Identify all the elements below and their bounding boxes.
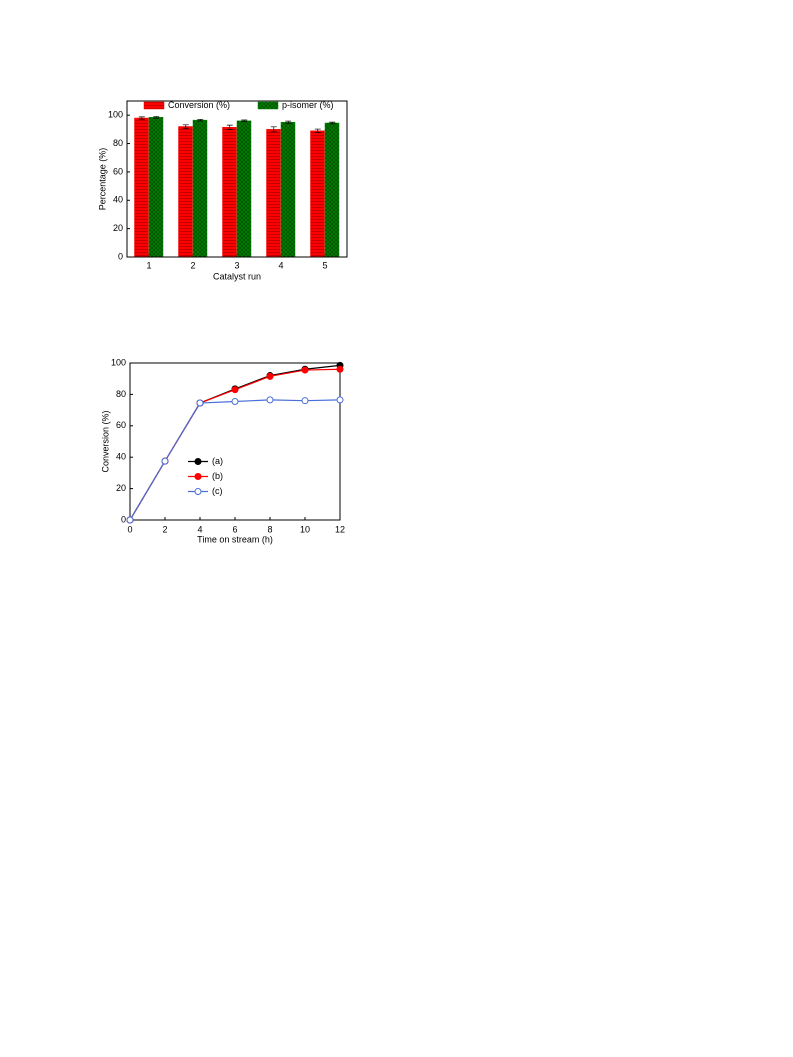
bar — [236, 120, 252, 258]
x-tick-label: 2 — [162, 524, 167, 534]
y-axis-label: Percentage (%) — [97, 148, 107, 211]
legend-label: (a) — [212, 456, 223, 466]
marker — [336, 365, 344, 373]
marker — [266, 372, 274, 380]
x-tick-label: 5 — [322, 260, 327, 270]
plot-frame — [126, 100, 348, 258]
plot-frame — [129, 362, 341, 521]
legend-marker — [194, 458, 202, 465]
legend-marker — [194, 473, 202, 480]
x-tick-label: 4 — [197, 524, 202, 534]
marker — [266, 396, 274, 404]
y-tick-label: 100 — [108, 110, 123, 120]
y-tick-label: 60 — [113, 166, 123, 176]
error-bar — [197, 118, 204, 122]
x-tick-label: 8 — [267, 524, 272, 534]
marker — [336, 396, 344, 404]
error-bar — [270, 126, 277, 133]
bar — [148, 117, 164, 258]
legend-label: Conversion (%) — [168, 100, 230, 110]
legend-label: (c) — [212, 486, 223, 496]
y-tick-label: 40 — [116, 452, 126, 462]
x-tick-label: 4 — [278, 260, 283, 270]
x-axis-label: Time on stream (h) — [197, 534, 273, 544]
bar — [134, 117, 149, 258]
y-tick-label: 0 — [118, 251, 123, 261]
marker — [231, 397, 239, 405]
y-tick-label: 80 — [113, 138, 123, 148]
marker — [301, 366, 309, 374]
x-tick-label: 6 — [232, 524, 237, 534]
series-line — [129, 399, 341, 521]
y-tick-label: 100 — [111, 357, 126, 367]
marker — [196, 399, 204, 407]
marker — [231, 386, 239, 394]
y-tick-label: 80 — [116, 389, 126, 399]
bar — [192, 119, 208, 258]
legend-label: p-isomer (%) — [282, 100, 334, 110]
y-axis-label: Conversion (%) — [100, 410, 110, 472]
bar — [178, 126, 193, 258]
error-bar — [153, 116, 160, 119]
bar — [222, 126, 237, 258]
error-bar — [138, 116, 145, 120]
legend-marker — [194, 488, 202, 495]
x-tick-label: 3 — [234, 260, 239, 270]
error-bar — [329, 121, 336, 125]
error-bar — [314, 128, 321, 133]
marker — [126, 516, 134, 524]
error-bar — [182, 124, 189, 129]
y-tick-label: 20 — [113, 223, 123, 233]
bar — [324, 122, 340, 258]
bar — [280, 122, 296, 258]
error-bar — [285, 120, 292, 124]
y-tick-label: 0 — [121, 514, 126, 524]
x-tick-label: 0 — [127, 524, 132, 534]
bar — [266, 129, 281, 258]
x-tick-label: 10 — [300, 524, 310, 534]
x-tick-label: 12 — [335, 524, 345, 534]
y-tick-label: 20 — [116, 483, 126, 493]
marker — [301, 397, 309, 405]
error-bar — [241, 119, 248, 123]
bar — [310, 130, 325, 258]
y-tick-label: 40 — [113, 195, 123, 205]
legend-label: (b) — [212, 471, 223, 481]
marker — [161, 457, 169, 465]
error-bar — [226, 124, 233, 130]
y-tick-label: 60 — [116, 420, 126, 430]
legend-swatch — [257, 101, 279, 110]
legend-swatch — [143, 101, 165, 110]
x-axis-label: Catalyst run — [213, 271, 261, 281]
x-tick-label: 1 — [146, 260, 151, 270]
x-tick-label: 2 — [190, 260, 195, 270]
